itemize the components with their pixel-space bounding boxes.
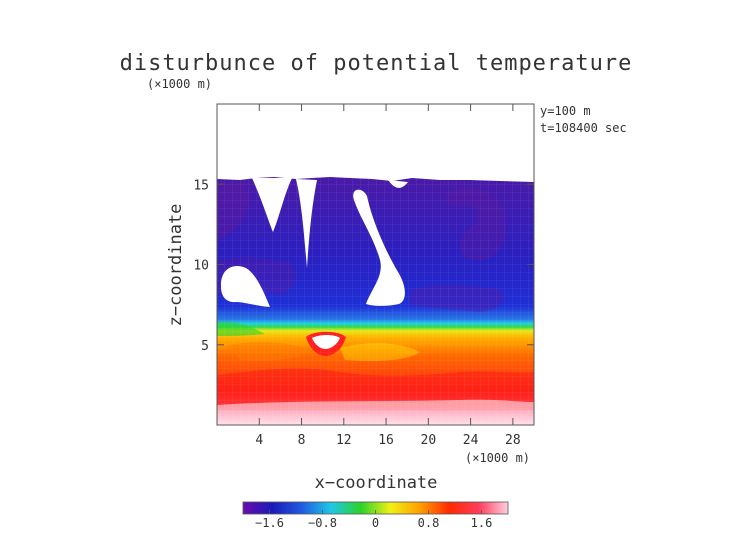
colorbar-tick-label: −1.6 bbox=[255, 516, 284, 530]
colorbar-tick-label: 0 bbox=[372, 516, 379, 530]
x-axis-ticks: 4 8 12 16 20 24 28 bbox=[255, 104, 521, 448]
info-line-1: y=100 m bbox=[540, 104, 591, 118]
y-axis-unit: (×1000 m) bbox=[147, 77, 212, 91]
y-tick-label: 15 bbox=[193, 178, 209, 193]
x-axis-unit: (×1000 m) bbox=[465, 451, 530, 465]
x-tick-label: 4 bbox=[255, 433, 263, 448]
x-tick-label: 12 bbox=[336, 433, 352, 448]
x-tick-label: 20 bbox=[421, 433, 437, 448]
y-tick-label: 10 bbox=[193, 259, 209, 274]
x-tick-label: 8 bbox=[298, 433, 306, 448]
colorbar-tick-label: −0.8 bbox=[308, 516, 337, 530]
colorbar-ticks: −1.6 −0.8 0 0.8 1.6 bbox=[255, 510, 492, 530]
y-axis-ticks: 5 10 15 bbox=[193, 178, 534, 354]
y-tick-label: 5 bbox=[201, 339, 209, 354]
info-line-2: t=108400 sec bbox=[540, 121, 627, 135]
contour-field bbox=[217, 104, 534, 425]
colorbar-tick-label: 0.8 bbox=[418, 516, 440, 530]
x-tick-label: 16 bbox=[378, 433, 394, 448]
x-tick-label: 28 bbox=[505, 433, 521, 448]
chart-title: disturbunce of potential temperature bbox=[120, 51, 633, 76]
x-tick-label: 24 bbox=[463, 433, 479, 448]
x-axis-label: x−coordinate bbox=[315, 473, 438, 493]
y-axis-label: z−coordinate bbox=[166, 204, 186, 327]
colorbar-tick-label: 1.6 bbox=[471, 516, 493, 530]
grid-overlay bbox=[217, 104, 534, 425]
